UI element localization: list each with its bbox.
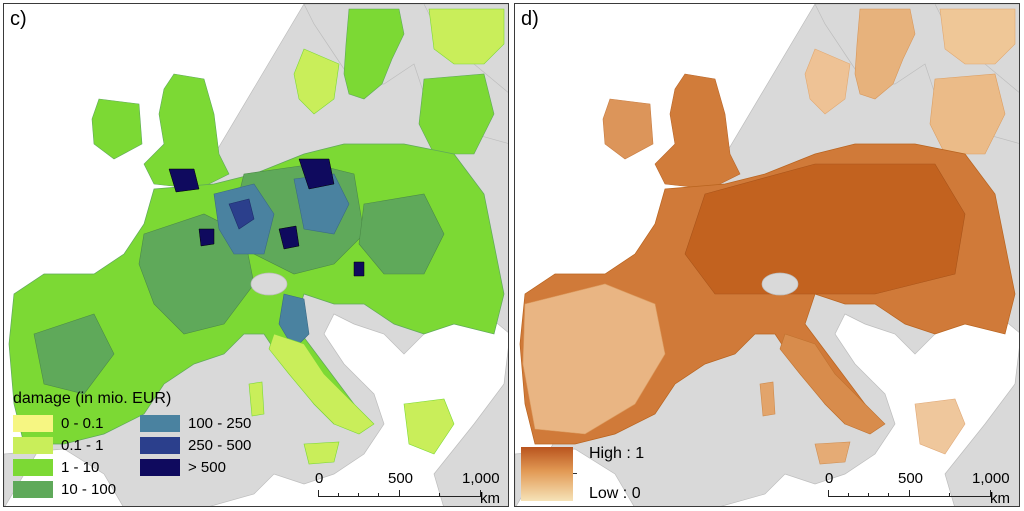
legend-item: 250 - 500 (140, 436, 251, 455)
scale-tick (848, 493, 849, 497)
scale-tick (480, 490, 481, 497)
legend-label: 10 - 100 (61, 481, 117, 498)
legend-probability: High : 1 Low : 0 (521, 445, 681, 505)
legend-item: 0.1 - 1 (13, 436, 104, 455)
region-scandinavia (854, 8, 916, 100)
map-panel-damage: c) damage (in mio. EUR) 0 - 0.1 0.1 - 1 … (3, 3, 509, 507)
scale-tick (990, 490, 991, 497)
scale-bar: 0 500 1,000 km (312, 470, 502, 507)
legend-item: 1 - 10 (13, 458, 99, 477)
scale-tick-label: 500 (898, 470, 924, 487)
region-greece (403, 398, 455, 455)
scale-tick (888, 493, 889, 497)
region-paris-gt500 (198, 228, 215, 247)
legend-title: damage (in mio. EUR) (13, 390, 172, 407)
damage-map (4, 4, 508, 506)
region-sardinia (759, 381, 776, 417)
legend-swatch (13, 415, 53, 432)
scale-tick (828, 490, 829, 497)
legend-swatch (13, 437, 53, 454)
legend-label: 0.1 - 1 (61, 437, 104, 454)
region-berlin-gt500 (298, 158, 335, 190)
region-switzerland-excluded (250, 272, 288, 296)
region-finland (939, 8, 1016, 65)
region-iberia-high (33, 313, 115, 395)
scale-tick-label: 1,000 (972, 470, 1010, 487)
panel-label-c: c) (10, 8, 27, 30)
legend-damage: damage (in mio. EUR) 0 - 0.1 0.1 - 1 1 -… (10, 390, 272, 504)
legend-gradient-tick (573, 473, 577, 474)
scale-tick-label: 0 (825, 470, 834, 487)
scale-unit: km (990, 490, 1010, 507)
region-sicily (814, 441, 851, 465)
region-norway (293, 48, 340, 115)
legend-low-label: Low : 0 (589, 485, 641, 502)
legend-swatch (140, 459, 180, 476)
scale-tick (358, 493, 359, 497)
region-switzerland-excluded (761, 272, 799, 296)
region-france-high (138, 213, 255, 335)
panel-label-d: d) (521, 8, 539, 30)
legend-swatch (13, 481, 53, 498)
region-uk (654, 73, 741, 190)
region-east-high (358, 193, 445, 275)
region-ireland (602, 98, 654, 160)
region-sardinia (248, 381, 265, 417)
region-iberia-low (522, 283, 666, 435)
scale-tick (868, 493, 869, 497)
region-greece (914, 398, 966, 455)
scale-tick (338, 493, 339, 497)
region-london-gt500 (168, 168, 200, 193)
legend-swatch (140, 437, 180, 454)
region-ireland (91, 98, 143, 160)
region-baltics (418, 73, 495, 155)
region-alps-100-250 (278, 293, 310, 350)
region-core-high (684, 163, 966, 295)
scale-tick (439, 493, 440, 497)
legend-gradient (521, 447, 573, 501)
scale-unit: km (480, 490, 500, 507)
region-norway (804, 48, 851, 115)
region-italy (779, 333, 886, 435)
scale-tick (949, 493, 950, 497)
map-panel-probability: d) High : 1 Low : 0 0 500 1,000 km (514, 3, 1020, 507)
region-250-500 (228, 198, 255, 230)
region-finland (428, 8, 505, 65)
region-scandinavia (343, 8, 405, 100)
legend-label: > 500 (188, 459, 226, 476)
legend-label: 1 - 10 (61, 459, 100, 476)
legend-high-label: High : 1 (589, 445, 645, 462)
legend-item: 0 - 0.1 (13, 414, 104, 433)
legend-label: 0 - 0.1 (61, 415, 104, 432)
region-baltics (929, 73, 1006, 155)
region-italy (268, 333, 375, 435)
scale-tick (378, 493, 379, 497)
legend-item: > 500 (140, 458, 226, 477)
region-sicily (303, 441, 340, 465)
legend-item: 10 - 100 (13, 480, 116, 499)
legend-label: 250 - 500 (188, 437, 252, 454)
legend-swatch (13, 459, 53, 476)
scale-tick-label: 0 (315, 470, 324, 487)
legend-item: 100 - 250 (140, 414, 251, 433)
scale-tick-label: 500 (388, 470, 414, 487)
region-vienna-gt500 (353, 261, 365, 277)
region-munich-gt500 (278, 225, 300, 250)
scale-tick (909, 490, 910, 497)
scale-tick (399, 490, 400, 497)
probability-map (515, 4, 1019, 506)
scale-tick (318, 490, 319, 497)
scale-tick-label: 1,000 (462, 470, 500, 487)
scale-bar: 0 500 1,000 km (822, 470, 1012, 507)
legend-label: 100 - 250 (188, 415, 252, 432)
legend-swatch (140, 415, 180, 432)
